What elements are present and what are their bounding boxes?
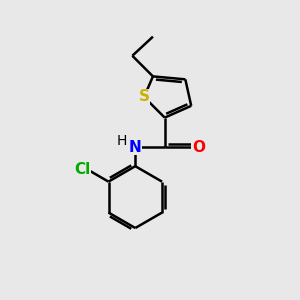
Text: H: H — [117, 134, 127, 148]
Text: Cl: Cl — [74, 162, 91, 177]
Text: N: N — [129, 140, 142, 154]
Text: O: O — [192, 140, 205, 154]
Text: S: S — [139, 89, 150, 104]
